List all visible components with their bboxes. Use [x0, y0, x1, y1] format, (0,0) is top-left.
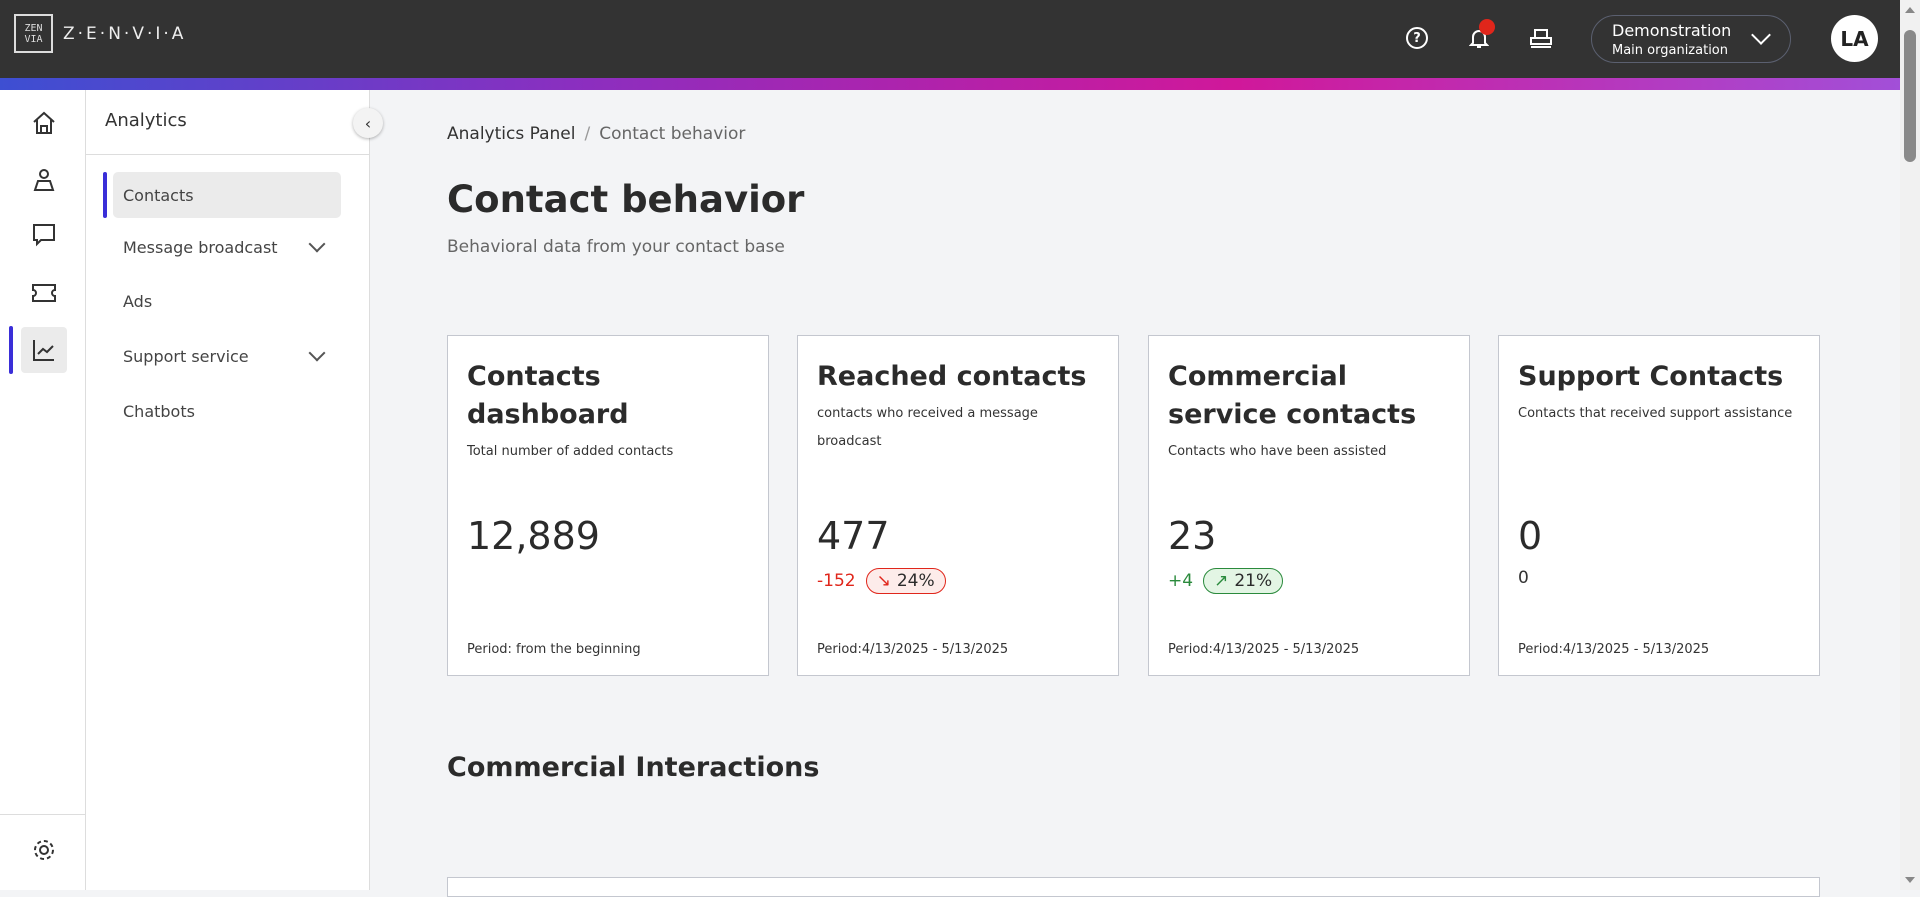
logo-mark-icon: ZEN VIA: [14, 14, 53, 53]
home-icon[interactable]: [21, 100, 67, 146]
card-description: Contacts that received support assistanc…: [1518, 406, 1793, 421]
card-title: Reached contacts: [817, 361, 1087, 392]
card-delta: -152: [817, 571, 856, 591]
commercial-interactions-panel: [447, 877, 1820, 897]
icon-rail: [0, 90, 86, 890]
active-indicator: [9, 326, 13, 374]
analytics-icon[interactable]: [21, 327, 67, 373]
analytics-submenu: Analytics Contacts Message broadcast Ads…: [86, 90, 370, 890]
item-label: Message broadcast: [123, 237, 278, 257]
chevron-down-icon: [308, 235, 326, 253]
card-description: Contacts who have been assisted: [1168, 444, 1387, 459]
card-period: Period:4/13/2025 - 5/13/2025: [817, 642, 1009, 657]
card-title: Contacts dashboard: [467, 361, 629, 430]
breadcrumb-parent[interactable]: Analytics Panel: [447, 124, 576, 144]
card-value: 477: [817, 514, 890, 558]
ticket-icon[interactable]: [21, 270, 67, 316]
top-header: ZEN VIA Z·E·N·V·I·A ? Demonstration Main …: [0, 0, 1900, 78]
card-support-contacts: Support Contacts Contacts that received …: [1498, 335, 1820, 676]
arrow-up-right-icon: ↗: [1214, 571, 1229, 591]
card-description: contacts who received a message broadcas…: [817, 406, 1038, 449]
chat-icon[interactable]: [21, 212, 67, 258]
submenu-title: Analytics: [105, 110, 187, 131]
brand-gradient-bar: [0, 78, 1900, 90]
avatar[interactable]: LA: [1831, 15, 1878, 62]
card-value: 12,889: [467, 514, 600, 558]
card-delta: +4: [1168, 571, 1194, 591]
divider: [0, 814, 85, 815]
collapse-sidebar-button[interactable]: ‹: [353, 108, 383, 138]
submenu-item-contacts[interactable]: Contacts: [113, 172, 341, 218]
item-label: Contacts: [123, 185, 194, 205]
card-reached-contacts: Reached contacts contacts who received a…: [797, 335, 1119, 676]
submenu-item-ads[interactable]: Ads: [113, 278, 341, 324]
change-badge: ↘ 24%: [865, 568, 946, 594]
submenu-item-chatbots[interactable]: Chatbots: [113, 388, 341, 434]
card-delta: 0: [1518, 568, 1529, 588]
change-percent: 24%: [896, 571, 935, 591]
chevron-left-icon: ‹: [364, 113, 372, 133]
item-label: Ads: [123, 291, 153, 311]
contacts-icon[interactable]: [21, 157, 67, 203]
item-label: Support service: [123, 346, 249, 366]
breadcrumb-separator: /: [584, 124, 591, 144]
scroll-down-icon[interactable]: [1905, 877, 1915, 883]
submenu-item-support-service[interactable]: Support service: [113, 333, 341, 379]
store-icon[interactable]: [1528, 26, 1554, 52]
scrollbar[interactable]: [1900, 0, 1920, 890]
organization-selector[interactable]: Demonstration Main organization: [1591, 15, 1791, 63]
brand-name: Z·E·N·V·I·A: [63, 23, 187, 44]
section-title: Commercial Interactions: [447, 752, 820, 783]
breadcrumb: Analytics Panel / Contact behavior: [447, 124, 745, 144]
scrollbar-thumb[interactable]: [1904, 30, 1916, 162]
breadcrumb-current: Contact behavior: [599, 124, 746, 144]
card-contacts-dashboard: Contacts dashboard Total number of added…: [447, 335, 769, 676]
card-value: 0: [1518, 514, 1543, 558]
scroll-up-icon[interactable]: [1905, 7, 1915, 13]
card-description: Total number of added contacts: [467, 444, 674, 459]
card-title: Commercial service contacts: [1168, 361, 1417, 430]
help-icon[interactable]: ?: [1406, 27, 1428, 49]
card-title: Support Contacts: [1518, 361, 1784, 392]
notification-badge: [1479, 19, 1495, 35]
change-badge: ↗ 21%: [1203, 568, 1284, 594]
card-period: Period: from the beginning: [467, 642, 641, 657]
active-indicator: [103, 172, 107, 218]
arrow-down-right-icon: ↘: [876, 571, 891, 591]
chevron-down-icon: [308, 344, 326, 362]
gear-icon[interactable]: [21, 827, 67, 873]
org-name: Demonstration: [1612, 21, 1732, 40]
submenu-item-message-broadcast[interactable]: Message broadcast: [113, 224, 341, 270]
org-subtitle: Main organization: [1612, 43, 1728, 58]
divider: [86, 154, 369, 155]
page-subtitle: Behavioral data from your contact base: [447, 237, 785, 257]
item-label: Chatbots: [123, 401, 195, 421]
card-period: Period:4/13/2025 - 5/13/2025: [1518, 642, 1710, 657]
card-commercial-service-contacts: Commercial service contacts Contacts who…: [1148, 335, 1470, 676]
page-title: Contact behavior: [447, 178, 805, 221]
card-value: 23: [1168, 514, 1217, 558]
zenvia-logo[interactable]: ZEN VIA Z·E·N·V·I·A: [14, 14, 186, 53]
change-percent: 21%: [1234, 571, 1273, 591]
card-period: Period:4/13/2025 - 5/13/2025: [1168, 642, 1360, 657]
